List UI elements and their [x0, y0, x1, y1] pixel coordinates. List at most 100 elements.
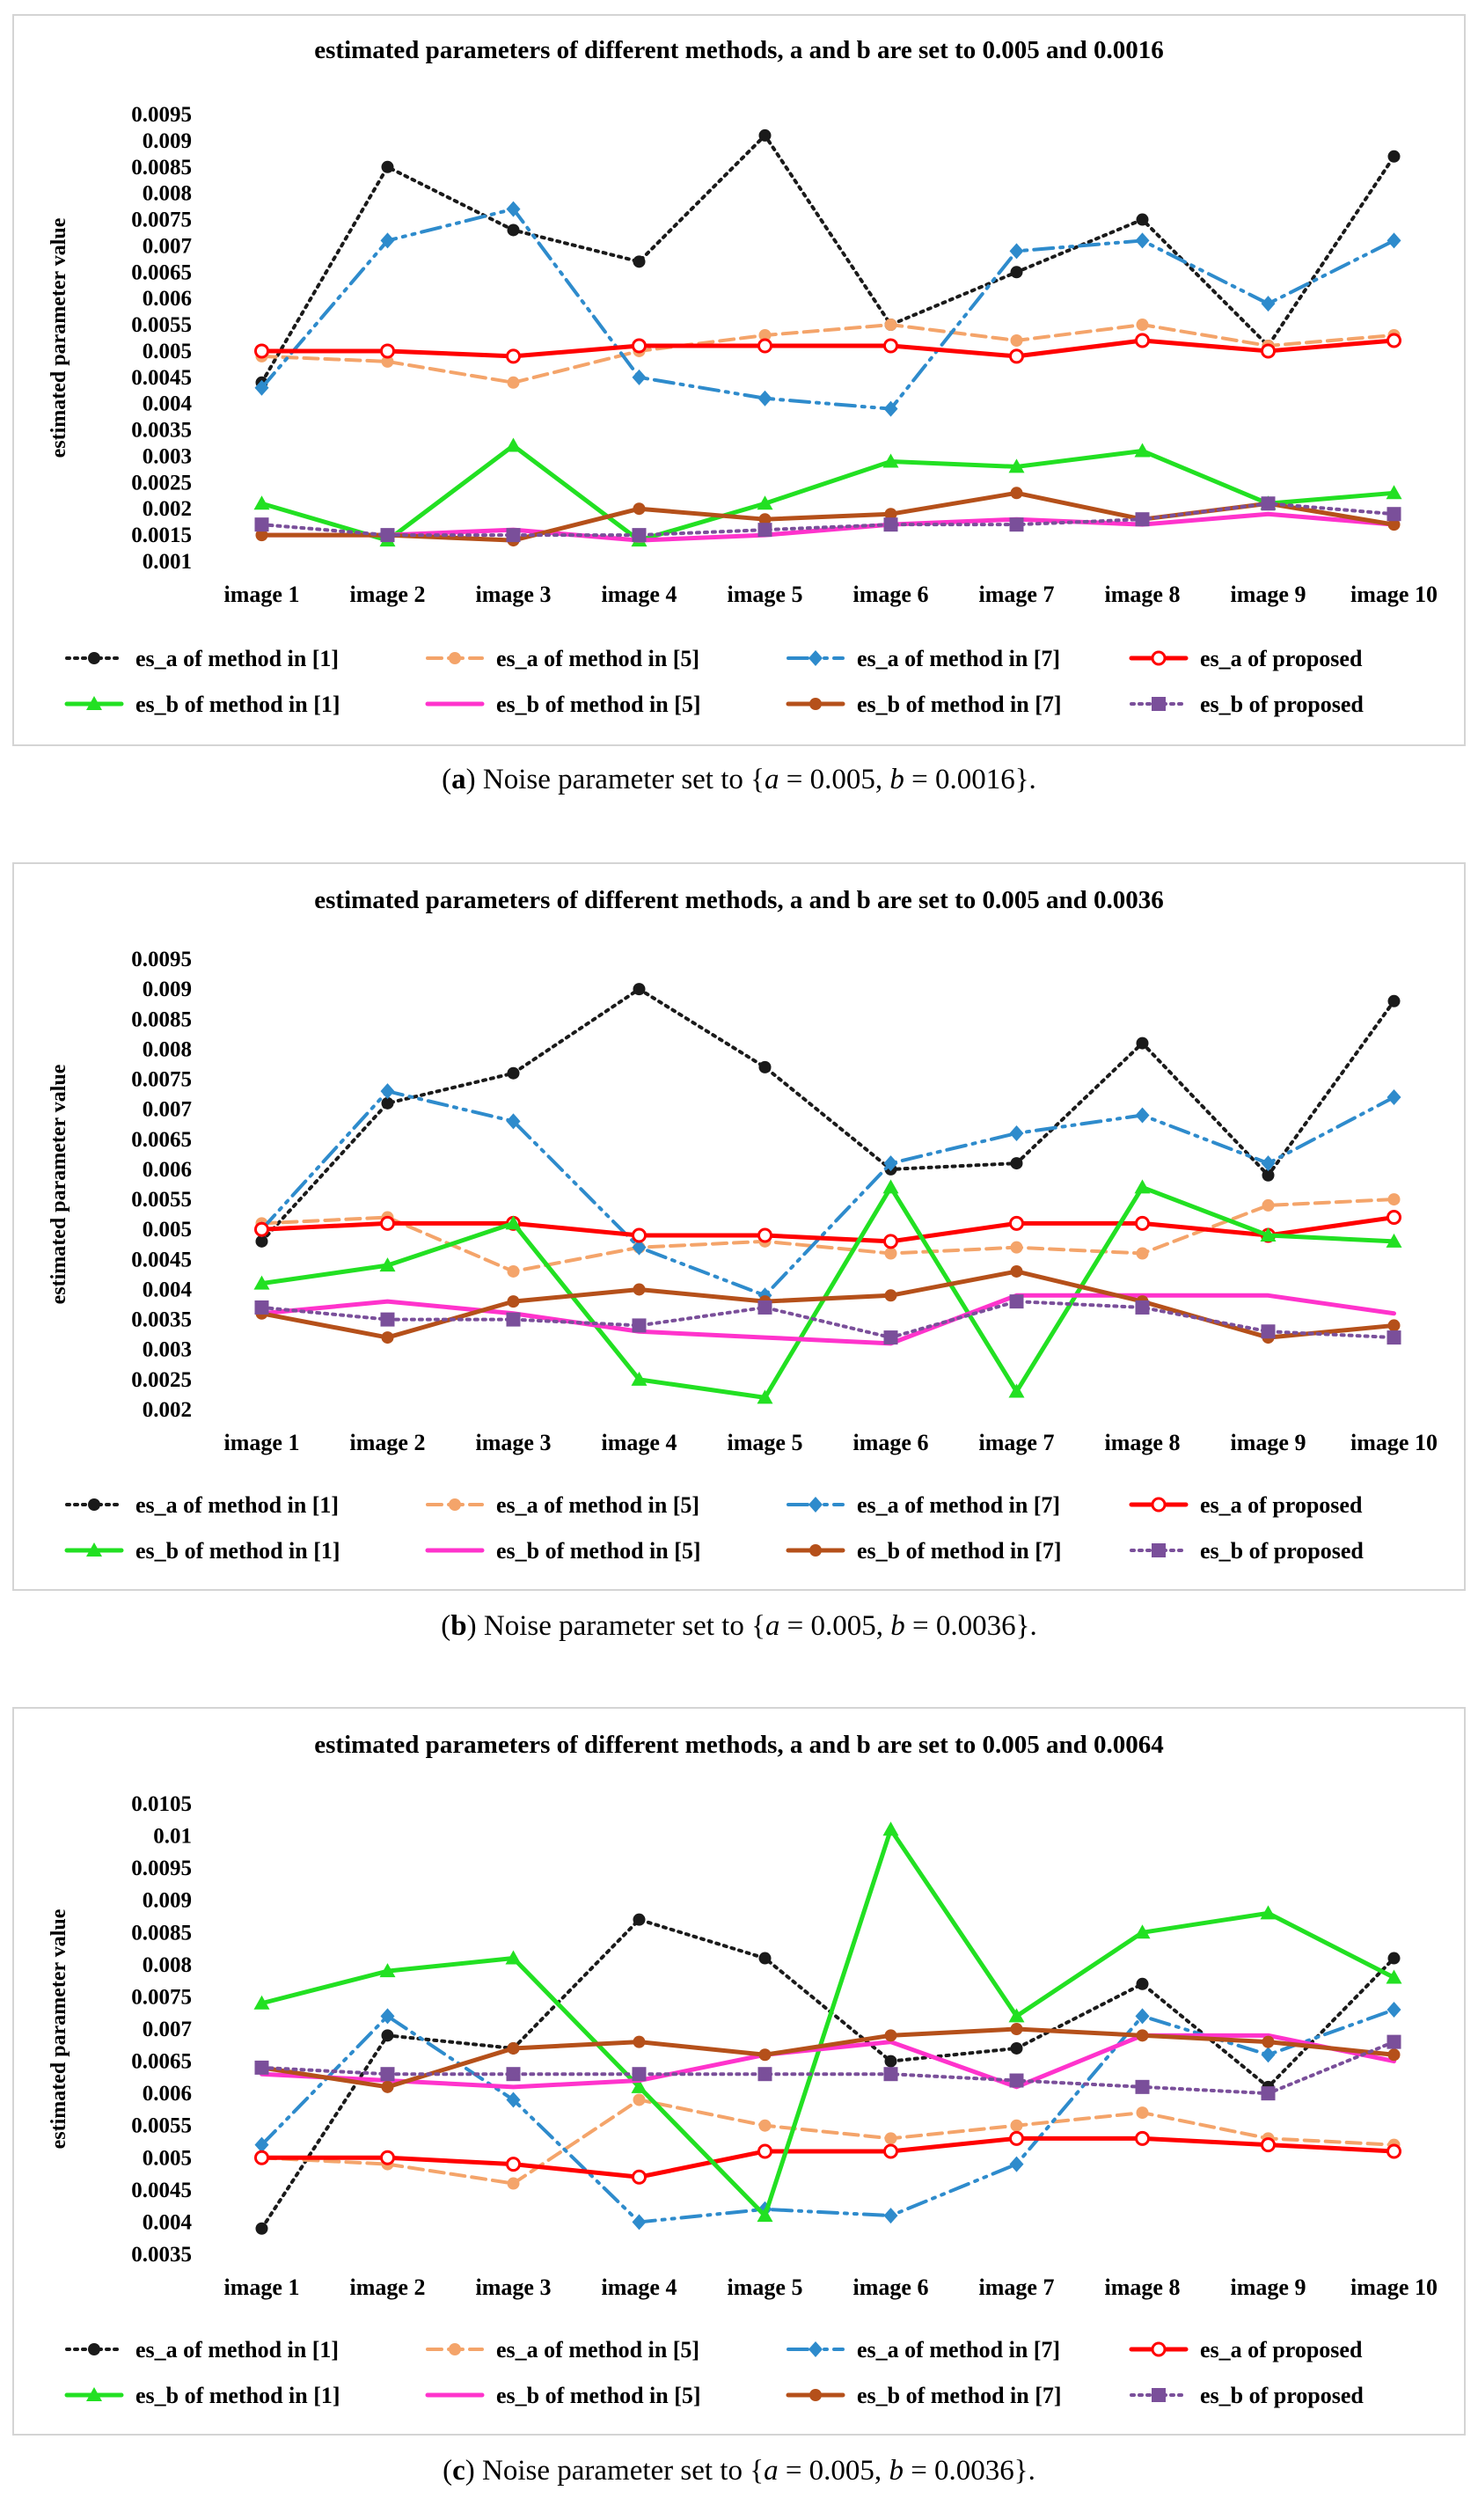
data-point	[757, 1227, 772, 1243]
legend-marker	[809, 1544, 822, 1557]
y-tick-label: 0.005	[143, 340, 192, 363]
legend-label: es_a of method in [7]	[857, 2337, 1060, 2362]
legend-marker	[809, 1497, 823, 1513]
legend-entry: es_a of method in [5]	[426, 2337, 699, 2362]
y-tick-label: 0.0055	[131, 2114, 192, 2138]
data-point	[1010, 1157, 1023, 1170]
data-point	[254, 1221, 269, 1237]
data-point	[1135, 232, 1150, 249]
series-es-b-of-method-in-5-	[260, 2033, 1396, 2090]
legend-marker	[449, 2343, 461, 2355]
legend-entry: es_a of method in [7]	[787, 2337, 1060, 2362]
legend-label: es_b of proposed	[1200, 2383, 1364, 2408]
data-point	[1008, 458, 1025, 473]
legend-label: es_a of method in [5]	[496, 1492, 699, 1518]
y-tick-label: 0.006	[143, 2082, 192, 2106]
data-point	[507, 2177, 520, 2190]
data-point	[633, 2093, 646, 2106]
legend-entry: es_b of method in [5]	[425, 2383, 701, 2408]
data-point	[1386, 485, 1402, 500]
data-point	[1009, 348, 1024, 364]
y-tick-label: 0.007	[143, 2018, 192, 2041]
legend-marker	[1151, 1497, 1167, 1513]
data-point	[1136, 319, 1149, 332]
y-tick-label: 0.009	[143, 1889, 192, 1913]
data-point	[1387, 2034, 1401, 2049]
legend-marker	[86, 696, 102, 710]
x-tick-label: image 1	[224, 582, 300, 607]
data-point	[505, 437, 522, 452]
data-point	[883, 338, 898, 354]
y-tick-label: 0.004	[143, 392, 193, 416]
legend-marker	[449, 652, 461, 664]
data-point	[632, 369, 647, 385]
data-point	[632, 1227, 647, 1243]
y-tick-label: 0.0025	[131, 1368, 192, 1392]
y-tick-label: 0.002	[143, 1398, 192, 1422]
legend-label: es_b of method in [7]	[857, 1538, 1062, 1564]
caption-a: (a) Noise parameter set to {a = 0.005, b…	[442, 764, 1036, 795]
data-point	[1136, 213, 1149, 226]
legend-label: es_a of method in [1]	[135, 2337, 339, 2362]
series-line	[260, 338, 1396, 359]
x-tick-label: image 3	[476, 2275, 552, 2300]
data-point	[253, 495, 270, 510]
y-tick-label: 0.009	[143, 978, 192, 1001]
series-line	[260, 207, 1396, 411]
data-point	[1136, 1247, 1149, 1260]
data-point	[884, 1289, 897, 1302]
legend-label: es_a of method in [7]	[857, 646, 1060, 671]
data-point	[631, 2078, 648, 2093]
legend-marker	[809, 650, 823, 666]
chart-c: estimated parameters of different method…	[48, 1731, 1438, 2408]
chart-title: estimated parameters of different method…	[314, 1731, 1164, 1759]
data-point	[757, 390, 772, 407]
series-es-a-of-method-in-7-	[254, 1083, 1401, 1304]
data-point	[379, 1963, 396, 1978]
data-point	[254, 2060, 269, 2075]
legend-marker	[1151, 650, 1167, 666]
data-point	[381, 2080, 394, 2093]
series-es-b-of-proposed	[254, 2034, 1401, 2101]
series-es-a-of-method-in-5-	[255, 1193, 1401, 1278]
x-tick-label: image 6	[853, 1430, 929, 1455]
data-point	[380, 343, 395, 359]
data-point	[631, 1371, 648, 1386]
data-point	[1010, 333, 1023, 347]
legend-label: es_b of method in [1]	[135, 692, 340, 717]
data-point	[380, 2150, 395, 2165]
x-tick-label: image 7	[979, 582, 1055, 607]
data-point	[632, 1239, 647, 1256]
legend-marker	[1152, 2388, 1166, 2402]
data-point	[507, 1295, 520, 1308]
legend-entry: es_b of proposed	[1130, 692, 1364, 717]
x-tick-label: image 8	[1105, 582, 1181, 607]
legend-marker	[809, 698, 822, 710]
y-tick-label: 0.0095	[131, 1857, 192, 1880]
data-point	[632, 2067, 647, 2082]
legend-label: es_a of method in [5]	[496, 2337, 699, 2362]
series-line	[260, 1198, 1396, 1273]
legend-marker	[88, 1498, 100, 1511]
data-point	[633, 2035, 646, 2048]
data-point	[507, 1264, 520, 1278]
series-line	[260, 323, 1396, 385]
legend-label: es_a of method in [1]	[135, 1492, 339, 1518]
series-line	[260, 2033, 1396, 2090]
data-point	[379, 1257, 396, 1272]
series-line	[260, 2040, 1396, 2096]
legend-entry: es_b of method in [7]	[786, 692, 1062, 717]
data-point	[381, 160, 394, 173]
legend-entry: es_a of proposed	[1129, 1492, 1363, 1518]
y-tick-label: 0.0045	[131, 1248, 192, 1271]
data-point	[633, 983, 646, 996]
legend-marker	[1152, 1543, 1166, 1557]
data-point	[1387, 232, 1401, 249]
y-tick-label: 0.006	[143, 1158, 192, 1182]
data-point	[632, 2169, 647, 2185]
data-point	[381, 355, 394, 368]
data-point	[758, 1060, 772, 1073]
series-es-b-of-method-in-7-	[255, 2023, 1401, 2093]
x-tick-label: image 2	[350, 582, 426, 607]
legend-label: es_b of method in [1]	[135, 2383, 340, 2408]
